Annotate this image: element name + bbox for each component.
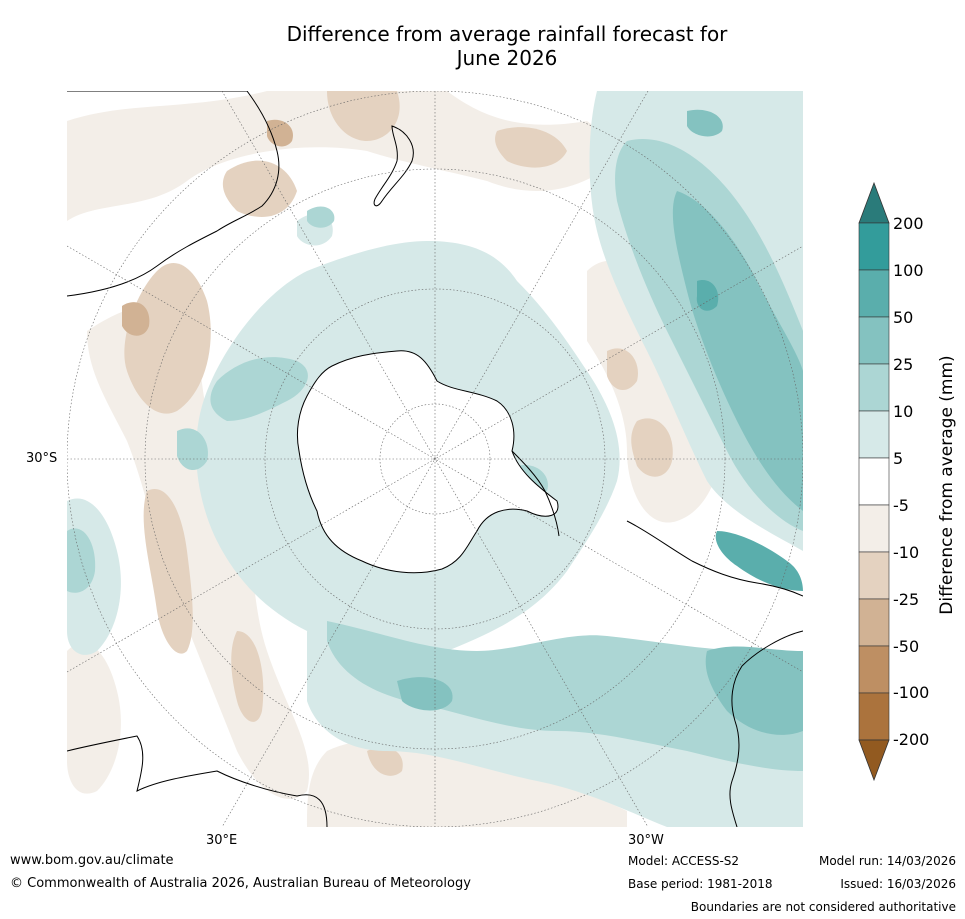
cbar-m25-m50 bbox=[858, 598, 890, 647]
title-line-1: Difference from average rainfall forecas… bbox=[286, 22, 728, 46]
wetter-regions-strong bbox=[397, 109, 803, 735]
cbar-cap-bottom bbox=[858, 739, 890, 782]
cbar-tick: 25 bbox=[893, 355, 914, 374]
rainfall-map bbox=[67, 91, 803, 827]
antarctic-peninsula bbox=[511, 450, 560, 537]
cbar-tick: 50 bbox=[893, 308, 914, 327]
base-period: Base period: 1981-2018 bbox=[628, 877, 773, 891]
issued-date: Issued: 16/03/2026 bbox=[840, 877, 956, 891]
cbar-cap-top bbox=[858, 181, 890, 224]
africa-outline bbox=[626, 520, 803, 597]
cbar-m5-m10 bbox=[858, 504, 890, 553]
antarctica-outline bbox=[296, 350, 559, 574]
cbar-tick: -200 bbox=[893, 730, 930, 749]
cbar-neutral bbox=[858, 457, 890, 506]
cbar-100-200 bbox=[858, 222, 890, 271]
map-title: Difference from average rainfall forecas… bbox=[0, 22, 965, 70]
africa-south-outline bbox=[67, 735, 328, 827]
lat-label-30s: 30°S bbox=[26, 451, 58, 466]
new-zealand-outline bbox=[373, 125, 414, 207]
wetter-regions-heavy bbox=[696, 280, 803, 591]
cbar-tick: -50 bbox=[893, 637, 920, 656]
cbar-tick: 10 bbox=[893, 402, 914, 421]
cbar-tick: 200 bbox=[893, 214, 924, 233]
cbar-tick: 5 bbox=[893, 449, 904, 468]
cbar-50-100 bbox=[858, 269, 890, 318]
title-line-2: June 2026 bbox=[456, 46, 558, 70]
cbar-m10-m25 bbox=[858, 551, 890, 600]
south-america-outline bbox=[729, 630, 803, 827]
cbar-tick: -10 bbox=[893, 543, 920, 562]
disclaimer: Boundaries are not considered authoritat… bbox=[690, 900, 956, 914]
lon-label-30e: 30°E bbox=[206, 833, 238, 848]
lon-label-30w: 30°W bbox=[628, 833, 664, 848]
cbar-10-25 bbox=[858, 363, 890, 412]
copyright: © Commonwealth of Australia 2026, Austra… bbox=[10, 876, 471, 891]
cbar-tick: -25 bbox=[893, 590, 920, 609]
cbar-tick: -5 bbox=[893, 496, 909, 515]
graticule bbox=[67, 91, 803, 827]
cbar-m50-m100 bbox=[858, 645, 890, 694]
cbar-tick: 100 bbox=[893, 261, 924, 280]
cbar-25-50 bbox=[858, 316, 890, 365]
colorbar-title: Difference from average (mm) bbox=[937, 355, 957, 615]
cbar-5-10 bbox=[858, 410, 890, 459]
website-link[interactable]: www.bom.gov.au/climate bbox=[10, 853, 174, 868]
model-run: Model run: 14/03/2026 bbox=[818, 854, 956, 868]
cbar-m100-m200 bbox=[858, 692, 890, 741]
model-name: Model: ACCESS-S2 bbox=[628, 854, 740, 868]
cbar-tick: -100 bbox=[893, 683, 930, 702]
colorbar bbox=[858, 181, 890, 782]
australia-outline bbox=[67, 91, 280, 297]
